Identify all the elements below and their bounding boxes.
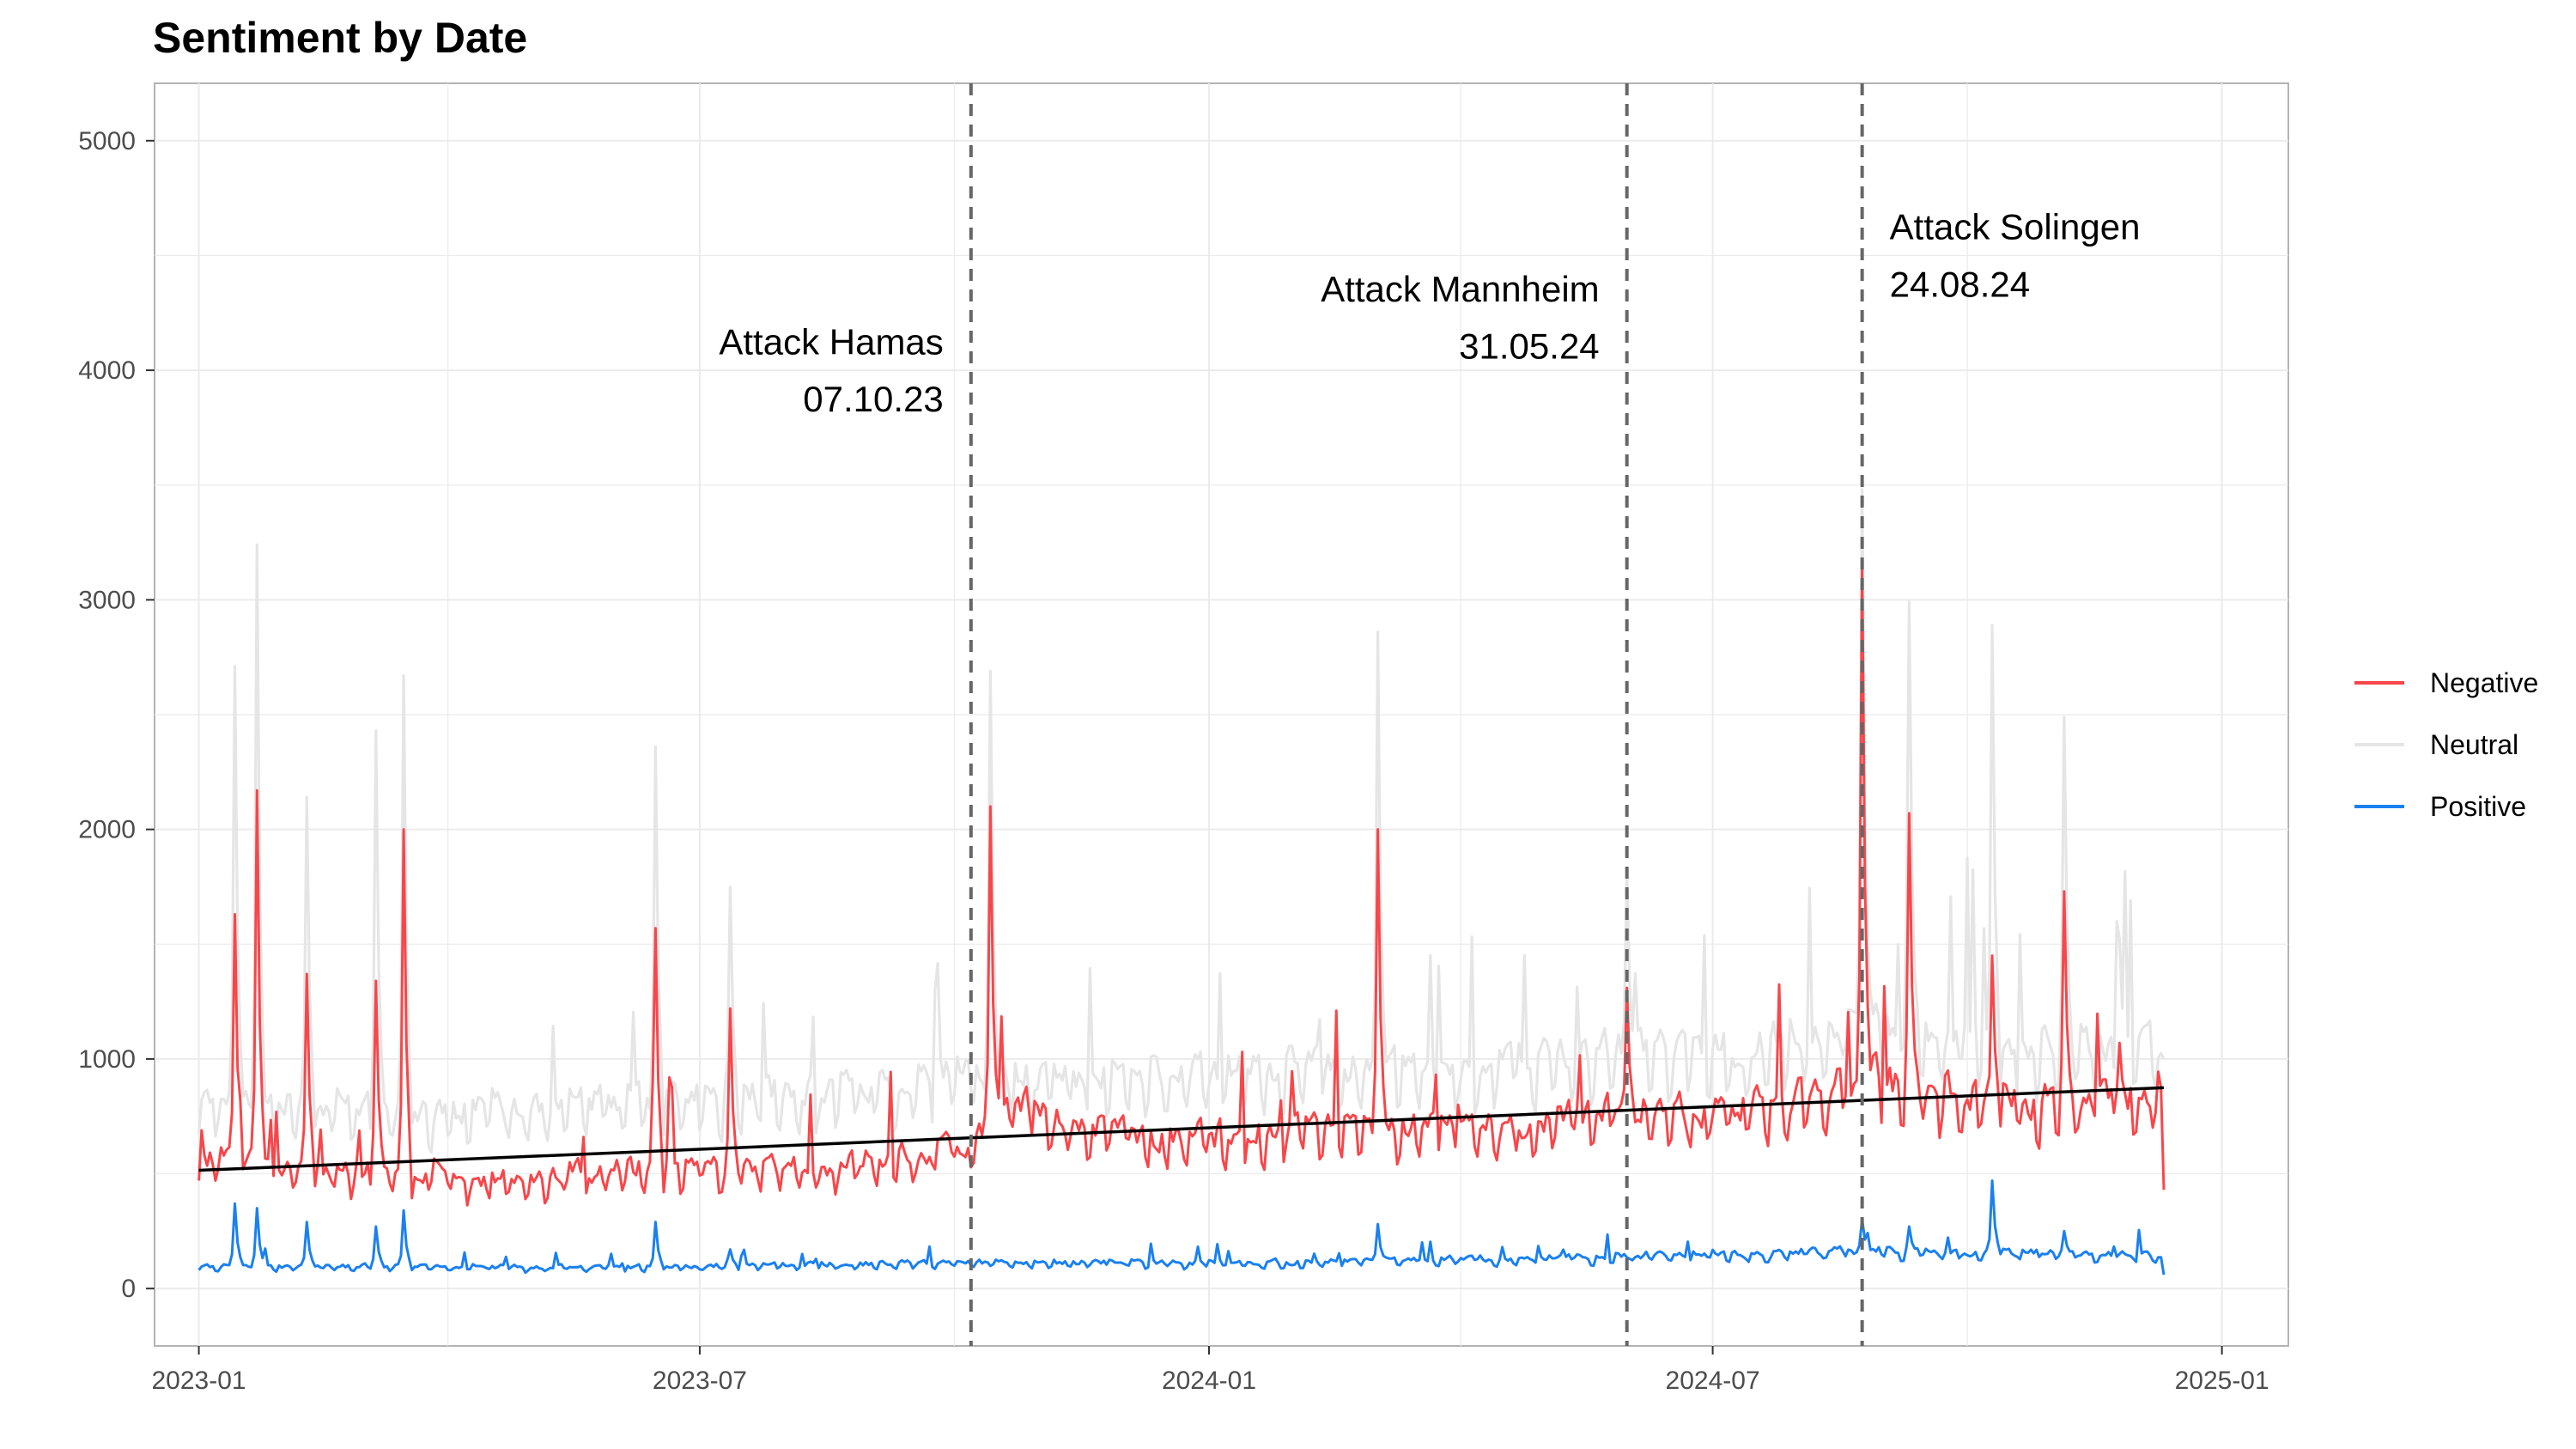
grid <box>155 83 2288 1346</box>
x-tick-label: 2025-01 <box>2175 1367 2269 1395</box>
x-axis: 2023-01 2023-07 2024-01 2024-07 2025-01 <box>152 1346 2269 1395</box>
events-layer: Attack Hamas 07.10.23 Attack Mannheim 31.05… <box>719 83 2141 1346</box>
event-date: 07.10.23 <box>803 379 944 419</box>
series-neutral-line <box>197 488 2166 1154</box>
legend-label-neutral: Neutral <box>2430 729 2518 760</box>
event-label: Attack Mannheim <box>1321 269 1599 309</box>
x-tick-label: 2024-01 <box>1162 1367 1256 1395</box>
series-negative-line <box>197 562 2166 1207</box>
legend-label-negative: Negative <box>2430 667 2538 698</box>
x-tick-label: 2023-01 <box>152 1367 246 1395</box>
x-tick-label: 2023-07 <box>653 1367 747 1395</box>
y-tick-label: 1000 <box>78 1045 136 1074</box>
event-date: 24.08.24 <box>1890 265 2031 305</box>
event-date: 31.05.24 <box>1459 326 1600 367</box>
event-label: Attack Solingen <box>1890 207 2141 247</box>
series-layer <box>197 488 2166 1275</box>
y-tick-label: 3000 <box>78 586 136 614</box>
trend-line <box>198 1086 2165 1172</box>
legend-label-positive: Positive <box>2430 791 2526 822</box>
y-tick-label: 2000 <box>78 816 136 844</box>
chart-title: Sentiment by Date <box>153 14 527 62</box>
legend: Negative Neutral Positive <box>2354 667 2538 822</box>
x-tick-label: 2024-07 <box>1666 1367 1760 1395</box>
series-positive-line <box>197 1179 2166 1275</box>
y-tick-label: 4000 <box>78 356 136 385</box>
y-tick-label: 5000 <box>78 127 136 155</box>
event-label: Attack Hamas <box>719 321 943 362</box>
y-tick-label: 0 <box>121 1275 136 1303</box>
y-axis: 0 1000 2000 3000 4000 5000 <box>78 127 155 1303</box>
